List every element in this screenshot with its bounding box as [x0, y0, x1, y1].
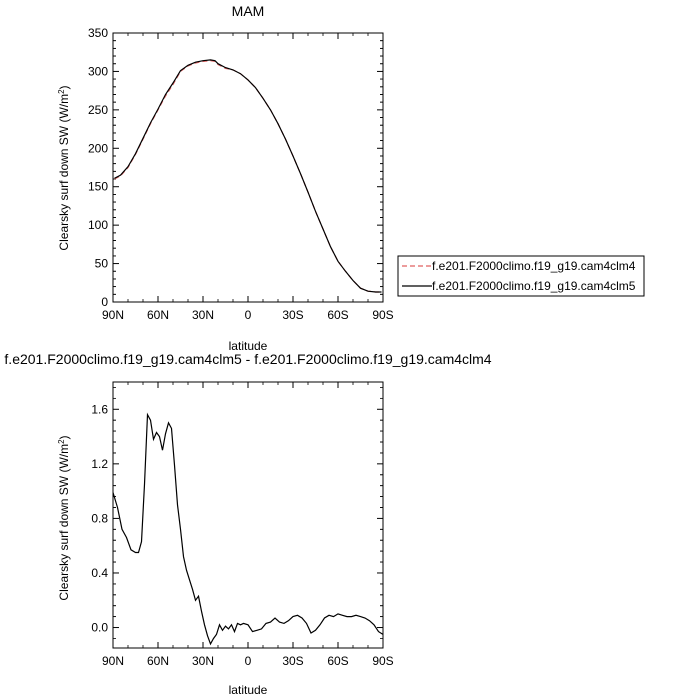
top-chart-y-tick-label: 350: [88, 26, 108, 40]
bottom-chart-y-tick-label: 0.0: [91, 621, 108, 635]
bottom-chart-x-tick-label: 0: [245, 654, 252, 668]
top-chart-y-tick-label: 0: [101, 295, 108, 309]
top-chart-x-tick-label: 90N: [102, 308, 124, 322]
top-chart-axes: 0 50 100 150 200 250 300 350 90N 60N 30N 0 30S 60S 90S: [88, 26, 394, 322]
top-chart-x-tick-label: 90S: [372, 308, 393, 322]
bottom-chart-series-line-0: [112, 412, 384, 646]
bottom-chart-series: [112, 412, 384, 646]
bottom-chart-x-tick-label: 30N: [192, 654, 214, 668]
top-chart-y-tick-label: 100: [88, 218, 108, 232]
top-chart-y-tick-label: 250: [88, 103, 108, 117]
top-chart-series-line-0: [114, 60, 382, 293]
top-chart-y-tick-label: 150: [88, 180, 108, 194]
top-chart-y-tick-label: 200: [88, 141, 108, 155]
top-chart-x-axis-label: latitude: [229, 339, 268, 353]
legend-box: [397, 255, 645, 297]
top-chart-series: [114, 59, 382, 293]
top-chart-x-tick-label: 30S: [282, 308, 303, 322]
top-chart-x-tick-label: 60S: [327, 308, 348, 322]
bottom-chart-plot-frame: [112, 381, 384, 649]
top-chart-plot-frame: [112, 32, 384, 303]
top-chart-series-line-1: [114, 59, 382, 293]
legend: f.e201.F2000climo.f19_g19.cam4clm4 f.e20…: [397, 255, 645, 297]
bottom-chart-x-tick-label: 90S: [372, 654, 393, 668]
bottom-chart-x-axis-label: latitude: [229, 683, 268, 697]
top-chart-y-tick-label: 300: [88, 64, 108, 78]
top-chart-x-tick-label: 60N: [147, 308, 169, 322]
bottom-chart: f.e201.F2000climo.f19_g19.cam4clm5 - f.e…: [4, 351, 491, 697]
bottom-chart-y-tick-label: 0.8: [91, 511, 108, 525]
top-chart: MAM Clearsky surf down SW (W/m2) latitud…: [57, 3, 394, 353]
legend-label-clm4: f.e201.F2000climo.f19_g19.cam4clm4: [432, 259, 636, 273]
legend-label-clm5: f.e201.F2000climo.f19_g19.cam4clm5: [432, 279, 636, 293]
bottom-chart-x-tick-label: 30S: [282, 654, 303, 668]
bottom-chart-title: f.e201.F2000climo.f19_g19.cam4clm5 - f.e…: [4, 351, 491, 367]
bottom-chart-x-tick-label: 60S: [327, 654, 348, 668]
bottom-chart-x-tick-label: 60N: [147, 654, 169, 668]
bottom-chart-x-tick-label: 90N: [102, 654, 124, 668]
top-chart-x-tick-label: 0: [245, 308, 252, 322]
bottom-chart-y-tick-label: 0.4: [91, 566, 108, 580]
top-chart-y-tick-label: 50: [95, 257, 109, 271]
bottom-chart-y-tick-label: 1.6: [91, 402, 108, 416]
bottom-chart-y-axis-label: Clearsky surf down SW (W/m2): [57, 435, 72, 600]
bottom-chart-axes: 0.0 0.4 0.8 1.2 1.6 90N 60N 30N 0 30S 60S 90S: [91, 381, 394, 668]
bottom-chart-y-tick-label: 1.2: [91, 457, 108, 471]
top-chart-x-tick-label: 30N: [192, 308, 214, 322]
top-chart-title: MAM: [232, 3, 265, 19]
top-chart-y-axis-label: Clearsky surf down SW (W/m2): [57, 85, 72, 250]
